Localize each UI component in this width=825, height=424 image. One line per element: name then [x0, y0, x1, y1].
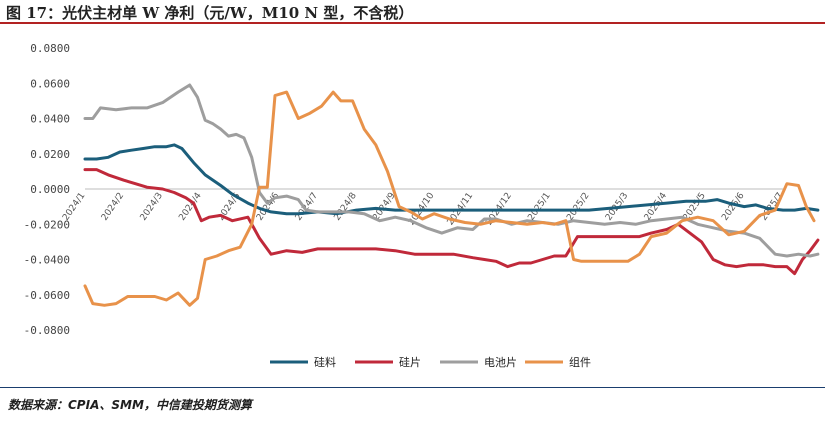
legend-label: 硅片	[399, 356, 421, 369]
y-tick-label: 0.0000	[30, 183, 70, 196]
y-tick-label: -0.0200	[24, 218, 70, 231]
y-tick-label: -0.0600	[24, 289, 70, 302]
y-tick-label: 0.0600	[30, 77, 70, 90]
y-tick-label: -0.0800	[24, 324, 70, 337]
y-tick-label: 0.0200	[30, 148, 70, 161]
x-tick-label: 2024/2	[100, 191, 126, 223]
y-tick-label: 0.0800	[30, 42, 70, 55]
legend-label: 组件	[569, 355, 591, 369]
series-lines	[83, 83, 820, 307]
source-note: 数据来源：CPIA、SMM，中信建投期货测算	[8, 398, 252, 412]
series-line-1	[83, 143, 820, 216]
legend-label: 电池片	[484, 356, 517, 369]
title-divider	[0, 22, 825, 24]
x-tick-label: 2024/7	[294, 191, 320, 223]
legend-label: 硅料	[314, 355, 336, 369]
series-line-2	[83, 168, 820, 276]
series-line-4	[83, 90, 816, 307]
y-axis-ticks: 0.0800 0.0600 0.0400 0.0200 0.0000 -0.0200 -0.…	[24, 42, 70, 337]
x-tick-label: 2024/8	[333, 191, 360, 223]
x-tick-label: 2025/1	[526, 191, 552, 223]
y-tick-label: -0.0400	[24, 254, 70, 267]
x-tick-label: 2024/3	[139, 191, 165, 223]
y-tick-label: 0.0400	[30, 113, 70, 126]
legend: 硅料 硅片 电池片 组件	[270, 355, 591, 369]
x-tick-label: 2025/2	[565, 191, 591, 223]
series-line-3	[83, 83, 820, 258]
chart-title: 图 17：光伏主材单 W 净利（元/W，M10 N 型，不含税）	[6, 4, 414, 22]
footer-divider	[0, 387, 825, 388]
